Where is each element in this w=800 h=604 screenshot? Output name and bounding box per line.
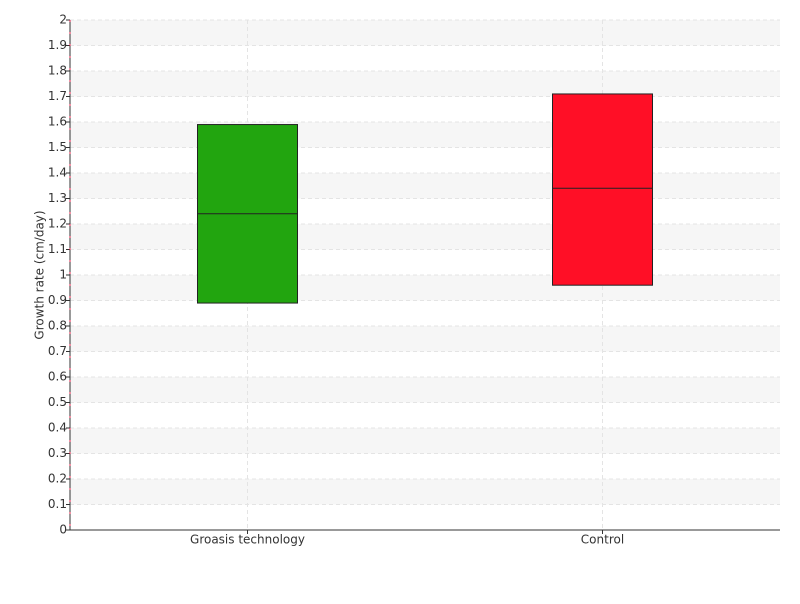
y-tick-label: 1.6 [48,115,67,129]
y-tick-label: 0 [59,523,67,537]
y-tick-label: 0.3 [48,446,67,460]
y-tick-label: 1.8 [48,64,67,78]
grid-band [70,479,780,505]
y-tick-label: 0.8 [48,319,67,333]
y-tick-label: 2 [59,13,67,27]
y-tick-label: 1.2 [48,217,67,231]
grid-band [70,224,780,250]
grid-band [70,71,780,97]
x-tick-label: Groasis technology [190,533,305,547]
y-tick-label: 0.5 [48,395,67,409]
grid-band [70,173,780,199]
box [552,93,653,286]
x-tick-label: Control [581,533,624,547]
y-tick-label: 0.4 [48,421,67,435]
y-tick-label: 0.6 [48,370,67,384]
y-tick-label: 0.9 [48,293,67,307]
y-tick-label: 1.3 [48,191,67,205]
grid-band [70,326,780,352]
y-axis-label: Growth rate (cm/day) [33,210,47,339]
grid-band [70,275,780,301]
y-tick-label: 1.9 [48,38,67,52]
y-tick-label: 1.4 [48,166,67,180]
y-tick-label: 1.7 [48,89,67,103]
y-tick-label: 1.1 [48,242,67,256]
grid-band [70,428,780,454]
grid-band [70,122,780,148]
grid-band [70,377,780,403]
y-tick-label: 1 [59,268,67,282]
grid-band [70,20,780,46]
y-tick-label: 0.2 [48,472,67,486]
y-tick-label: 0.7 [48,344,67,358]
y-tick-label: 0.1 [48,497,67,511]
y-tick-label: 1.5 [48,140,67,154]
